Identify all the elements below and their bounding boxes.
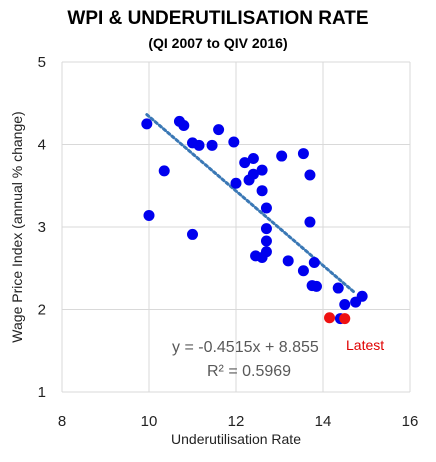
data-point: [304, 216, 316, 228]
x-tick-label: 10: [141, 413, 158, 430]
y-axis-label: Wage Price Index (annual % change): [9, 111, 25, 342]
data-point: [332, 282, 344, 294]
regression-equation: y = -0.4515x + 8.855: [172, 339, 319, 356]
data-point: [247, 168, 259, 180]
data-point: [143, 209, 155, 221]
data-point: [350, 296, 362, 308]
x-tick-label: 16: [402, 413, 419, 430]
y-tick-label: 2: [38, 302, 46, 319]
data-point: [239, 157, 251, 169]
x-tick-label: 12: [228, 413, 245, 430]
data-point: [339, 299, 351, 311]
x-tick-label: 14: [315, 413, 332, 430]
data-point: [310, 280, 322, 292]
data-point: [260, 235, 272, 247]
latest-data-point: [339, 313, 351, 325]
data-point: [178, 120, 190, 132]
data-point: [213, 124, 225, 136]
data-point: [304, 169, 316, 181]
data-point: [256, 185, 268, 197]
data-point: [282, 255, 294, 267]
data-point: [206, 139, 218, 151]
r-squared-label: R² = 0.5969: [207, 363, 291, 380]
data-point: [247, 153, 259, 165]
y-tick-label: 3: [38, 219, 46, 236]
data-point: [297, 148, 309, 160]
data-point: [256, 164, 268, 176]
chart-title: WPI & UNDERUTILISATION RATE: [67, 8, 369, 29]
y-tick-label: 5: [38, 54, 46, 71]
data-point: [193, 139, 205, 151]
latest-annotation: Latest: [346, 337, 384, 353]
y-tick-label: 4: [38, 137, 46, 154]
data-point: [260, 202, 272, 214]
data-point: [308, 256, 320, 268]
data-point: [230, 177, 242, 189]
chart-subtitle: (QI 2007 to QIV 2016): [148, 35, 288, 51]
y-tick-label: 1: [38, 384, 46, 401]
data-point: [158, 165, 170, 177]
data-point: [276, 150, 288, 162]
data-point: [187, 228, 198, 240]
data-point: [256, 252, 268, 264]
trendline: [145, 113, 355, 294]
trendline-path: [145, 113, 355, 294]
data-point: [260, 223, 272, 235]
x-tick-label: 8: [58, 413, 66, 430]
data-point: [297, 265, 309, 277]
data-point: [141, 118, 153, 130]
data-point: [228, 136, 240, 148]
x-axis-label: Underutilisation Rate: [171, 431, 301, 447]
data-points: [141, 115, 368, 325]
latest-data-point: [324, 312, 336, 324]
